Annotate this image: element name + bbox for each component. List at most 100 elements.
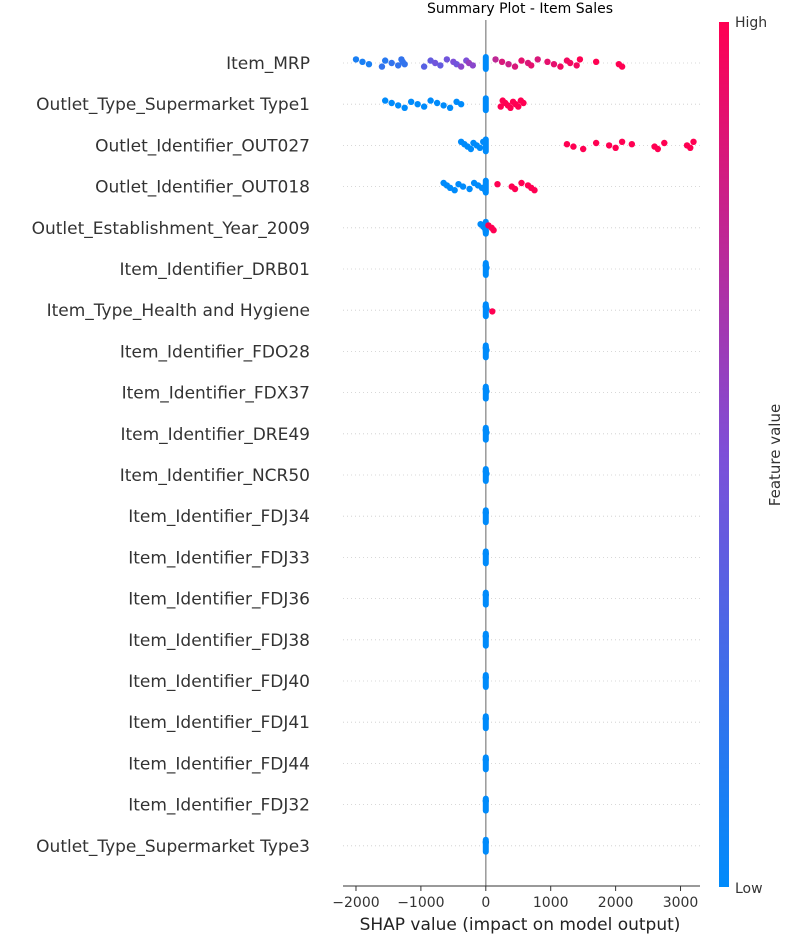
shap-point: [592, 58, 600, 65]
colorbar-title: Feature value: [766, 404, 784, 506]
shap-point: [534, 56, 541, 63]
shap-point: [466, 185, 473, 193]
shap-point: [482, 591, 489, 599]
shap-point: [573, 62, 580, 69]
shap-point: [605, 142, 613, 149]
shap-point: [618, 63, 626, 70]
shap-point: [482, 674, 489, 681]
shap-point: [483, 347, 490, 354]
shap-point: [482, 797, 489, 805]
shap-point: [490, 227, 497, 234]
feature-label: Item_Identifier_FDJ34: [128, 507, 310, 527]
shap-point: [467, 145, 475, 153]
shap-point: [612, 144, 619, 151]
x-axis-label: SHAP value (impact on model output): [360, 915, 681, 935]
shap-point: [394, 102, 402, 109]
shap-point: [481, 187, 489, 194]
shap-point: [531, 187, 538, 194]
shap-points: [352, 54, 697, 855]
shap-point: [518, 179, 525, 187]
shap-point: [483, 305, 490, 313]
feature-label: Outlet_Identifier_OUT027: [95, 136, 310, 156]
shap-point: [365, 60, 373, 68]
shap-point: [557, 63, 564, 70]
shap-point: [433, 99, 441, 107]
feature-label: Item_Type_Health and Hygiene: [47, 301, 310, 321]
feature-label: Outlet_Type_Supermarket Type3: [36, 837, 310, 857]
shap-point: [401, 104, 408, 112]
shap-point: [511, 185, 519, 193]
shap-point: [427, 97, 434, 104]
feature-label: Outlet_Establishment_Year_2009: [32, 219, 310, 239]
shap-point: [687, 144, 694, 151]
x-axis-ticks: −2000 −1000 0 1000 2000 3000: [332, 886, 698, 911]
x-tick-label: −2000: [332, 895, 379, 911]
shap-point: [618, 138, 626, 145]
shap-point: [394, 62, 402, 69]
feature-label: Item_Identifier_FDJ38: [128, 631, 310, 651]
shap-point: [431, 59, 439, 67]
shap-point: [661, 139, 668, 147]
shap-point: [515, 103, 522, 110]
shap-point: [483, 388, 490, 395]
shap-point: [520, 99, 527, 107]
shap-density-band: [482, 54, 489, 72]
shap-point: [518, 57, 525, 64]
shap-point: [507, 104, 514, 112]
shap-point: [401, 60, 408, 68]
shap-point: [457, 63, 465, 70]
feature-label: Outlet_Type_Supermarket Type1: [36, 95, 310, 115]
shap-point: [544, 58, 551, 65]
feature-label: Item_Identifier_NCR50: [120, 466, 310, 486]
feature-label: Item_Identifier_DRE49: [120, 425, 310, 445]
shap-point: [381, 57, 389, 64]
x-tick-label: 2000: [598, 895, 634, 911]
colorbar-high-label: High: [735, 15, 767, 31]
shap-point: [563, 141, 571, 148]
feature-label: Outlet_Identifier_OUT018: [95, 178, 310, 198]
shap-point: [482, 633, 489, 640]
shap-point: [459, 183, 467, 190]
shap-point: [505, 60, 512, 68]
shap-point: [482, 228, 489, 235]
feature-rows: Item_MRP Outlet_Type_Supermarket Type1 Out…: [32, 54, 700, 857]
feature-label: Item_Identifier_FDX37: [122, 384, 310, 404]
feature-label: Item_MRP: [226, 54, 310, 74]
feature-label: Item_Identifier_FDJ33: [128, 548, 310, 568]
shap-point: [378, 63, 386, 70]
x-tick-label: 3000: [663, 895, 699, 911]
shap-point: [566, 59, 574, 67]
shap-point: [482, 715, 489, 722]
shap-point: [469, 62, 477, 69]
feature-label: Item_Identifier_DRB01: [120, 260, 310, 280]
shap-point: [492, 56, 499, 63]
shap-point: [381, 97, 389, 104]
feature-label: Item_Identifier_FDJ36: [128, 590, 310, 610]
shap-point: [480, 138, 487, 145]
feature-label: Item_Identifier_FDJ32: [128, 796, 310, 816]
shap-point: [497, 103, 504, 110]
shap-point: [482, 839, 489, 846]
shap-point: [628, 141, 636, 148]
chart-title: Summary Plot - Item Sales: [427, 1, 613, 17]
shap-point: [482, 550, 489, 557]
shap-point: [579, 145, 587, 153]
shap-point: [352, 56, 360, 63]
shap-point: [550, 60, 558, 68]
shap-point: [440, 102, 447, 109]
x-tick-label: 0: [481, 895, 490, 911]
shap-point: [443, 56, 451, 63]
shap-point: [476, 144, 484, 151]
shap-point: [489, 308, 496, 315]
shap-point: [482, 509, 489, 516]
shap-point: [592, 139, 600, 147]
shap-point: [654, 145, 662, 153]
shap-point: [570, 143, 577, 150]
shap-point: [451, 187, 458, 194]
colorbar: [719, 22, 729, 887]
shap-point: [457, 101, 465, 108]
shap-point: [483, 264, 490, 271]
shap-point: [482, 756, 489, 763]
shap-density-band: [482, 95, 489, 114]
